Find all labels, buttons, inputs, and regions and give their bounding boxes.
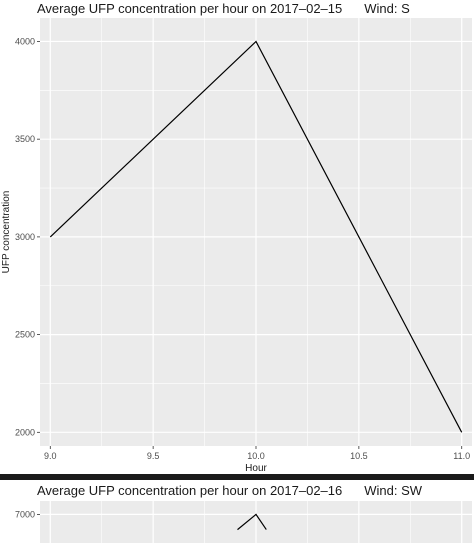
x-tick-label: 10.0 (247, 451, 265, 461)
x-tick-label: 10.5 (350, 451, 368, 461)
x-tick-label: 11.0 (453, 451, 470, 461)
y-tick-label: 3500 (15, 134, 35, 144)
y-tick-label: 2500 (15, 330, 35, 340)
chart-title-2-wind: Wind: SW (364, 483, 423, 498)
chart-title-1: Average UFP concentration per hour on 20… (37, 1, 410, 16)
chart-title-1-text: Average UFP concentration per hour on 20… (37, 1, 343, 16)
y-axis-title: UFP concentration (1, 191, 12, 274)
chart-2-plot: 7000 (15, 501, 472, 543)
chart-divider (0, 474, 474, 480)
y-tick-label: 4000 (15, 36, 35, 46)
y-tick-label: 7000 (15, 509, 35, 519)
chart-title-2: Average UFP concentration per hour on 20… (37, 483, 422, 498)
chart-title-2-text: Average UFP concentration per hour on 20… (37, 483, 343, 498)
chart-panel-1: Average UFP concentration per hour on 20… (0, 0, 474, 474)
x-axis-title: Hour (245, 463, 267, 474)
y-tick-label: 2000 (15, 427, 35, 437)
chart-1-plot: 2000 2500 3000 3500 4000 9.0 9.5 10.0 10.5 11.0 Ho… (1, 18, 472, 474)
series-line-2 (237, 513, 267, 531)
y-tick-label: 3000 (15, 232, 35, 242)
chart-title-1-wind: Wind: S (364, 1, 410, 16)
chart-panel-2: Average UFP concentration per hour on 20… (0, 480, 474, 543)
x-tick-label: 9.5 (147, 451, 160, 461)
series-line-1 (49, 40, 463, 433)
x-tick-label: 9.0 (44, 451, 57, 461)
